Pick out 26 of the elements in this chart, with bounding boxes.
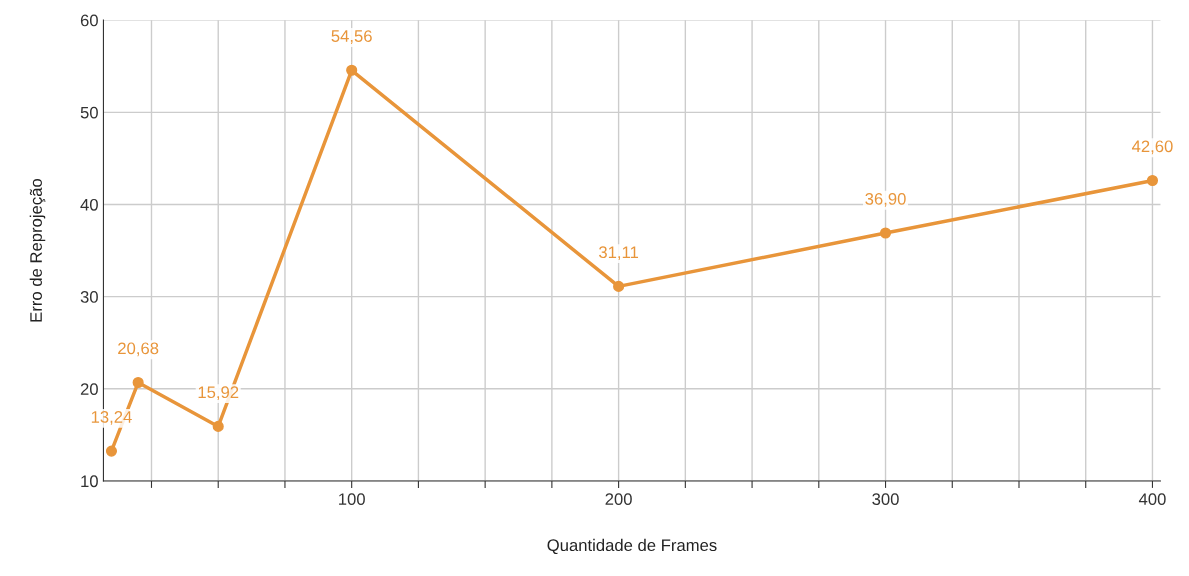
data-label: 31,11 [599, 246, 639, 261]
data-label: 13,24 [91, 411, 132, 425]
y-tick-label: 40 [80, 198, 98, 211]
y-axis-title: Erro de Reprojeção [29, 178, 46, 322]
point [346, 64, 358, 76]
point [1146, 174, 1159, 187]
data-label: 54,56 [331, 30, 372, 44]
y-tick-label: 30 [80, 291, 98, 303]
point [105, 445, 118, 457]
point [879, 227, 892, 239]
y-tick-label: 50 [80, 106, 98, 119]
x-axis-title: Quantidade de Frames [547, 538, 717, 555]
x-tick-label: 400 [1138, 493, 1166, 506]
y-tick-label: 60 [80, 14, 98, 27]
data-label: 42,60 [1131, 140, 1173, 155]
data-label: 15,92 [198, 386, 239, 401]
point [613, 280, 625, 292]
y-tick-label: 10 [81, 475, 98, 488]
data-label: 20,68 [118, 342, 159, 357]
point [212, 420, 224, 432]
x-tick-label: 200 [605, 493, 632, 506]
point [132, 376, 144, 389]
data-label: 36,90 [865, 192, 906, 207]
x-tick-label: 300 [872, 493, 899, 506]
y-tick-label: 20 [80, 383, 98, 395]
x-tick-label: 100 [339, 493, 365, 506]
